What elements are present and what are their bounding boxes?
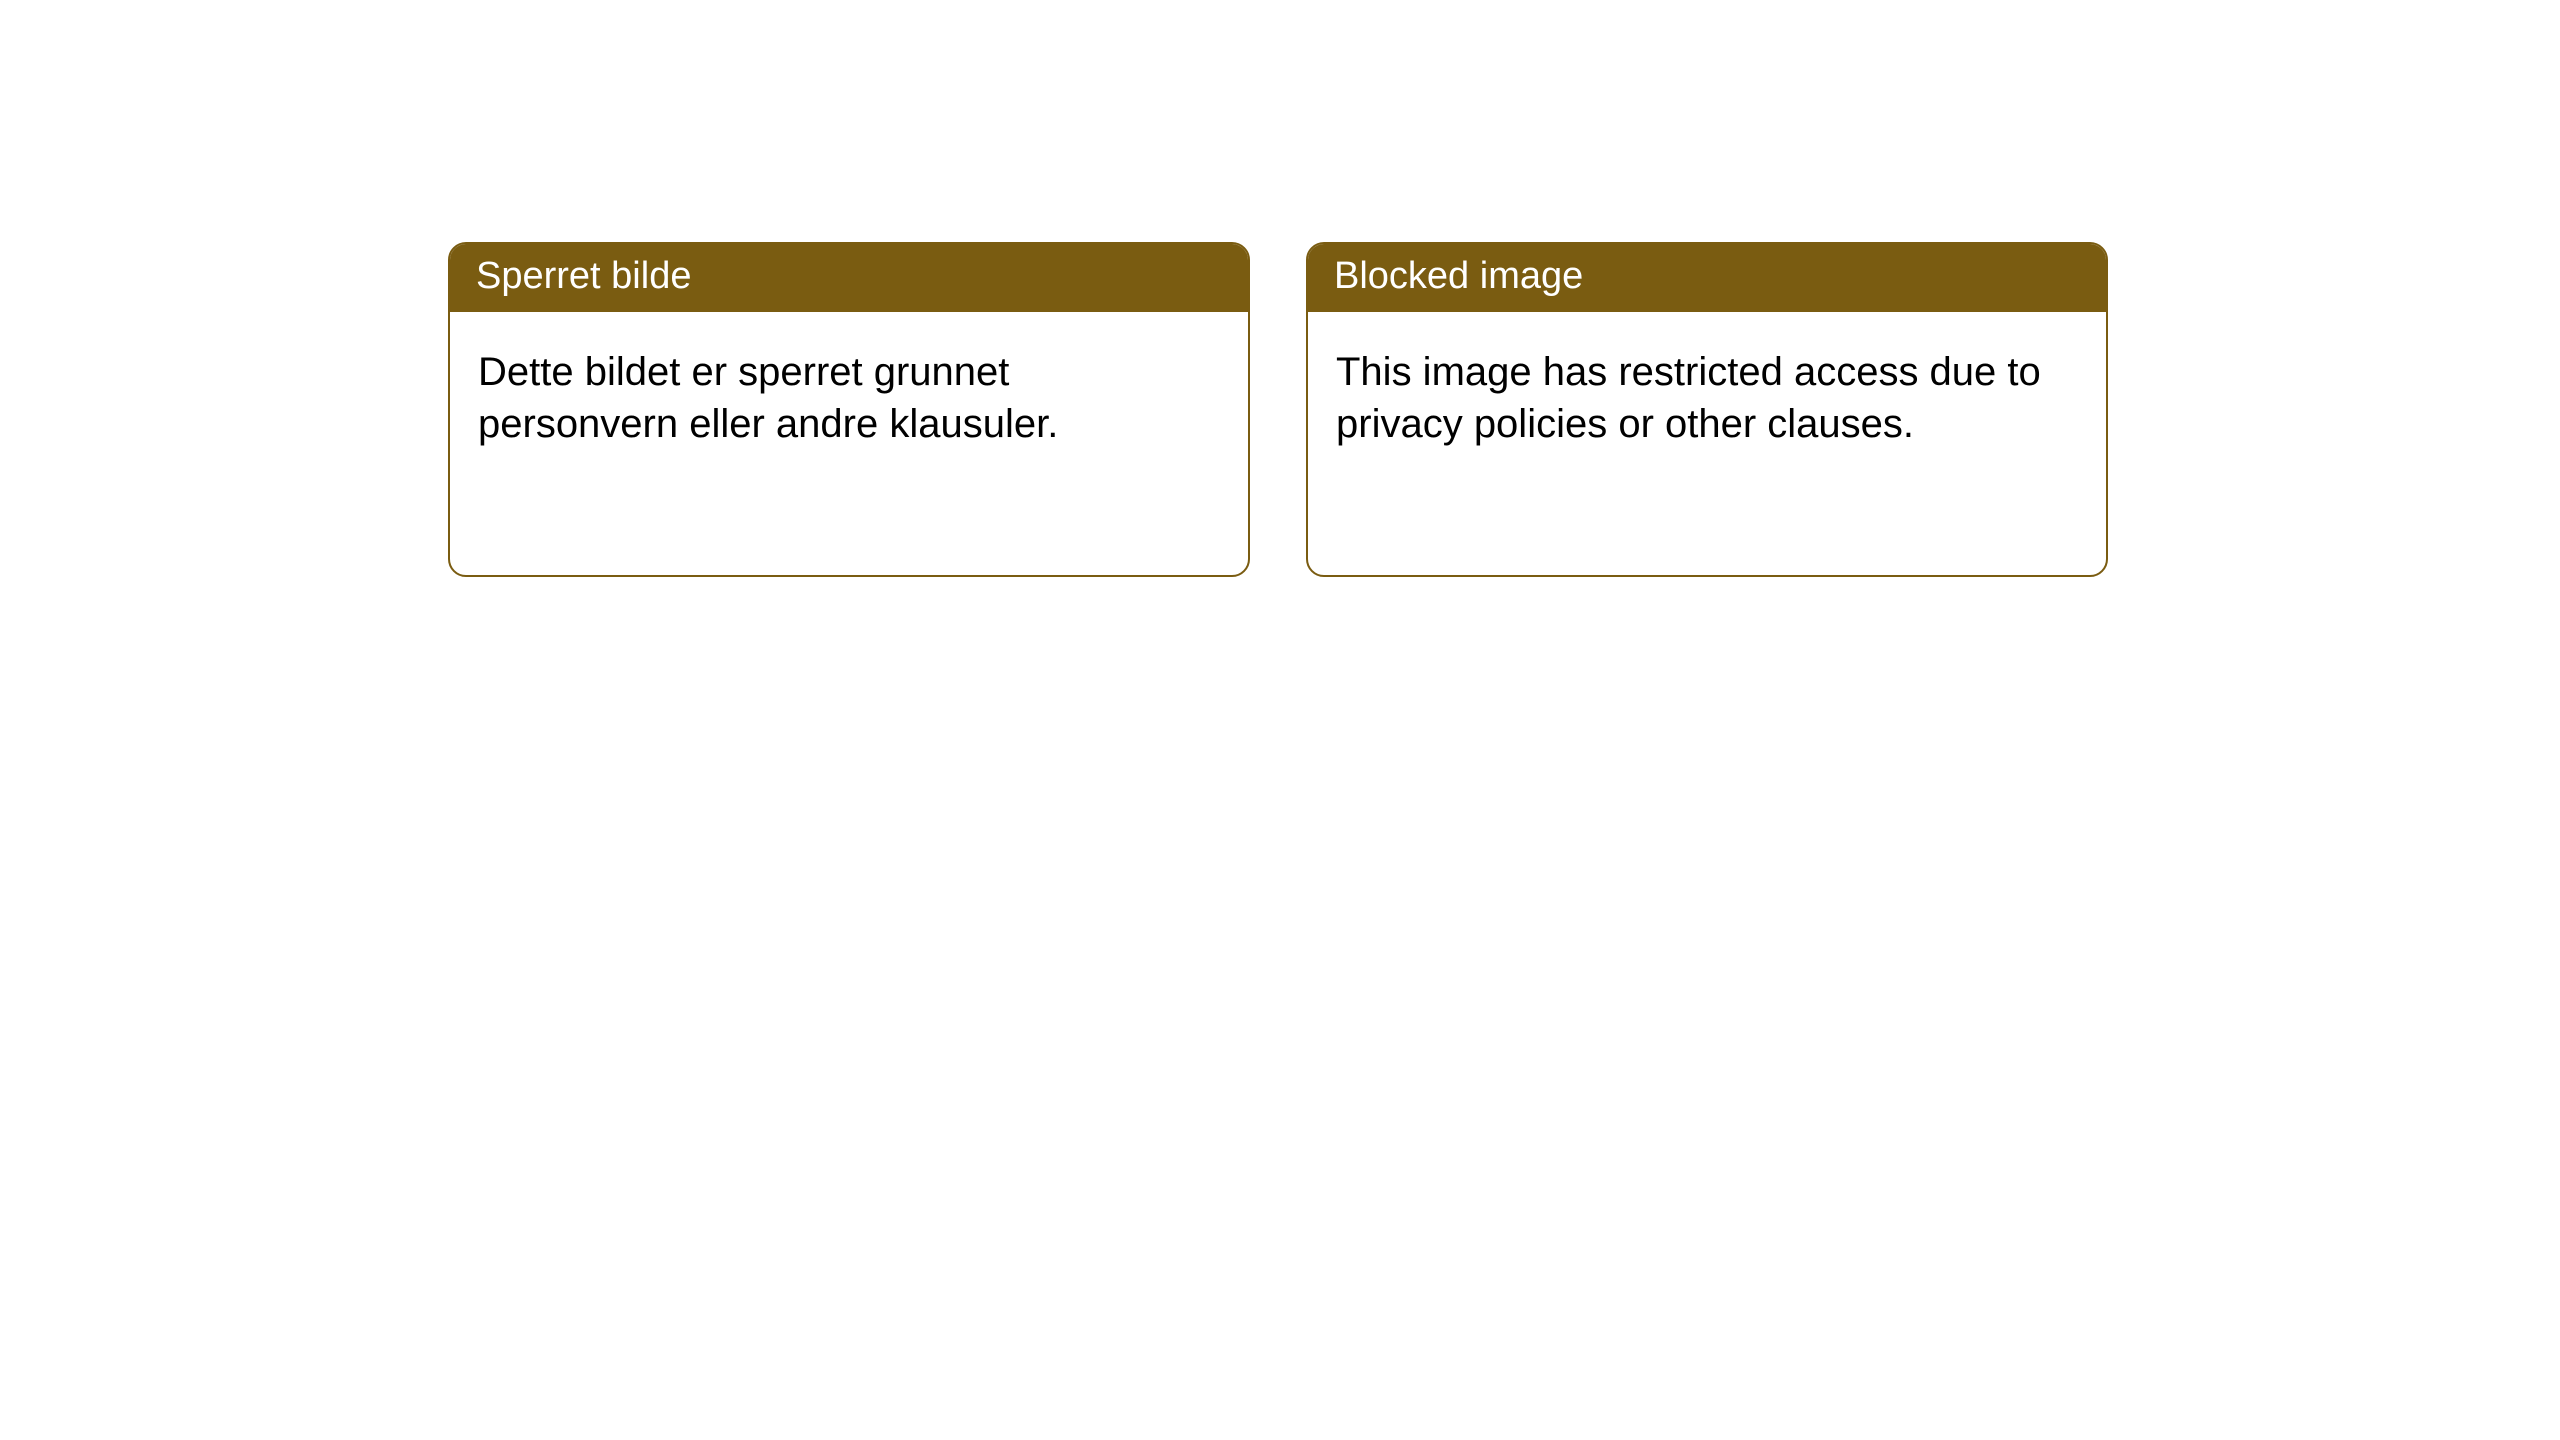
notice-card-body: Dette bildet er sperret grunnet personve… (450, 312, 1248, 486)
notice-card-norwegian: Sperret bilde Dette bildet er sperret gr… (448, 242, 1250, 577)
notice-card-body: This image has restricted access due to … (1308, 312, 2106, 486)
notice-card-english: Blocked image This image has restricted … (1306, 242, 2108, 577)
notice-card-title: Blocked image (1308, 244, 2106, 312)
notice-cards-container: Sperret bilde Dette bildet er sperret gr… (0, 0, 2560, 577)
notice-card-title: Sperret bilde (450, 244, 1248, 312)
